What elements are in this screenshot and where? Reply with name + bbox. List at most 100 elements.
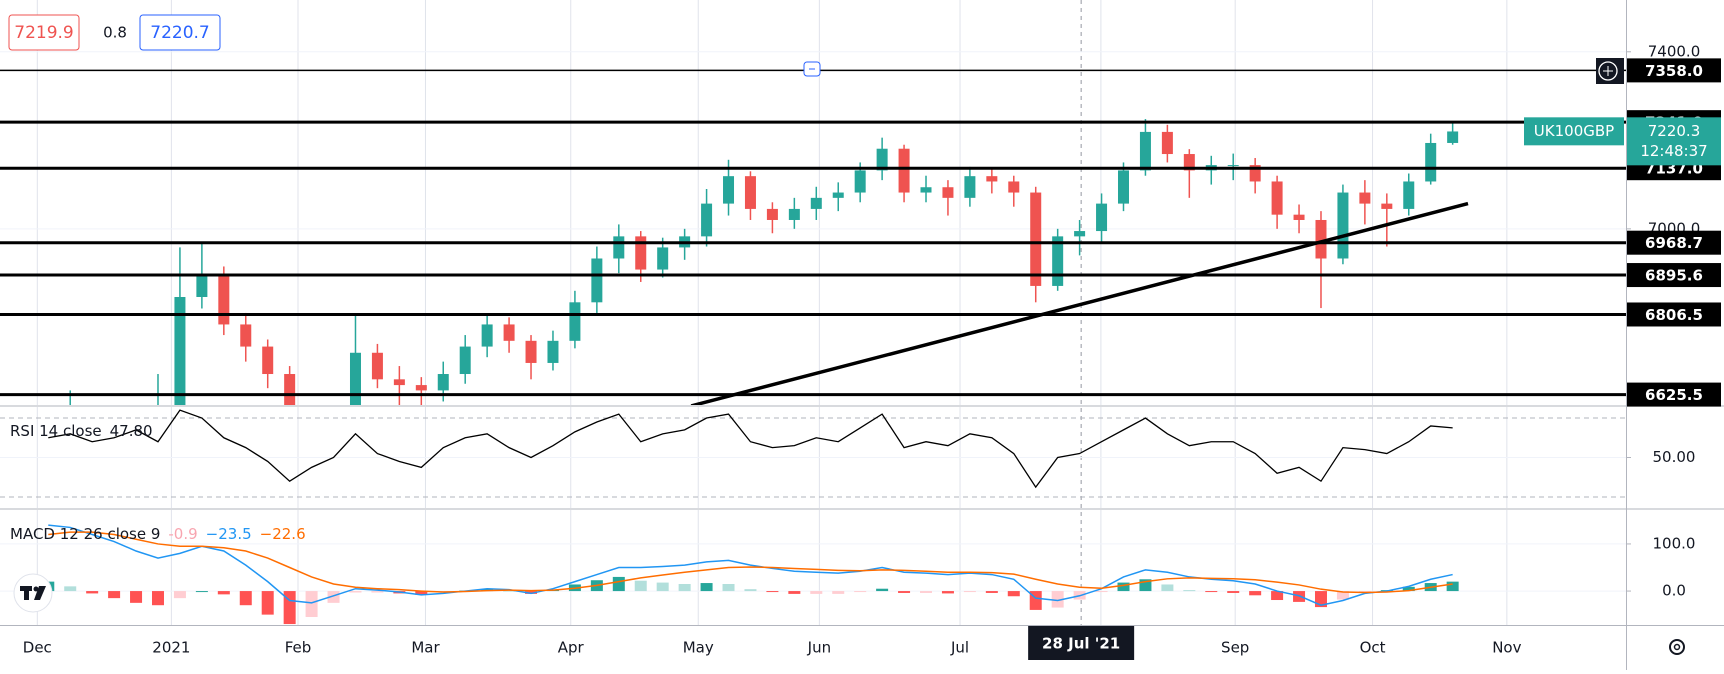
x-tick-label: Sep	[1221, 639, 1249, 657]
histogram-bar	[766, 591, 779, 593]
rsi-value: 47.80	[110, 422, 153, 440]
rsi-line	[48, 409, 1453, 489]
x-tick-label: Feb	[285, 639, 312, 657]
histogram-bar	[371, 591, 384, 593]
macd	[42, 524, 1459, 625]
line-tool-handle[interactable]	[803, 61, 821, 77]
x-tick-label: Dec	[23, 639, 52, 657]
histogram-bar	[283, 591, 296, 625]
candle-body	[1271, 181, 1283, 215]
x-tick-label: Mar	[411, 639, 440, 657]
histogram-bar	[612, 576, 625, 592]
histogram-bar	[173, 591, 186, 599]
macd-legend: MACD 12 26 close 9 -0.9 −23.5 −22.6	[10, 525, 306, 543]
macd-line	[48, 531, 1453, 594]
spread: 0.8	[103, 24, 127, 42]
histogram-bar	[503, 590, 516, 592]
candle-body	[810, 197, 822, 209]
price-box	[1627, 117, 1721, 166]
macd-line	[48, 524, 1453, 606]
candle-body	[284, 374, 296, 405]
candle-body	[415, 385, 427, 391]
histogram-bar	[261, 591, 274, 615]
candle-body	[1249, 165, 1261, 182]
histogram-bar	[349, 591, 362, 593]
candle-body	[854, 170, 866, 193]
level-label-box	[1627, 263, 1721, 288]
candle-body	[1030, 192, 1042, 286]
marks	[0, 69, 1626, 625]
candle-body	[1183, 154, 1195, 171]
histogram-bar	[832, 591, 845, 594]
symbol: UK100GBP	[1534, 122, 1614, 140]
histogram-bar	[1314, 591, 1327, 608]
candle-body	[1359, 192, 1371, 204]
candle-body	[525, 340, 537, 363]
candle-body	[898, 148, 910, 193]
level-label-box	[1627, 382, 1721, 407]
ask: 7220.7	[150, 23, 209, 43]
histogram-bar	[678, 583, 691, 592]
histogram-bar	[1402, 586, 1415, 592]
candle-body	[986, 176, 998, 182]
candle-body	[1425, 142, 1437, 182]
candle-body	[1052, 236, 1064, 286]
histogram-bar	[327, 591, 340, 603]
histogram-bar	[700, 583, 713, 592]
histogram-bar	[788, 591, 801, 594]
candle-body	[1139, 131, 1151, 171]
x-tick-label: 2021	[152, 639, 190, 657]
y-tick-label: 0.0	[1662, 582, 1686, 600]
candle-body	[723, 176, 735, 204]
candle-body	[1227, 165, 1239, 167]
level-label-box	[1627, 230, 1721, 255]
candle-body	[1403, 181, 1415, 209]
histogram-bar	[239, 591, 252, 606]
histogram-bar	[1358, 591, 1371, 593]
histogram-bar	[1446, 581, 1459, 592]
candle-body	[174, 297, 186, 405]
histogram-bar	[217, 591, 230, 595]
macd-readout: −22.6	[260, 525, 306, 543]
histogram-bar	[1271, 591, 1284, 601]
histogram-bar	[1139, 579, 1152, 592]
candle-body	[437, 374, 449, 391]
settings-icon[interactable]	[1669, 639, 1685, 655]
histogram-bar	[305, 591, 318, 617]
histogram-bar	[1336, 591, 1349, 600]
level-label-box	[1627, 58, 1721, 83]
macd-readout: −23.5	[206, 525, 252, 543]
candles	[0, 69, 1626, 405]
candle-body	[1315, 219, 1327, 259]
add-alert-icon[interactable]	[1596, 58, 1624, 84]
candle-body	[503, 324, 515, 341]
histogram-bar	[876, 588, 889, 592]
histogram-bar	[130, 591, 143, 603]
histogram-bar	[1095, 591, 1108, 593]
candle-body	[569, 302, 581, 341]
histogram-bar	[1051, 591, 1064, 608]
candle-body	[349, 352, 361, 405]
bid: 7219.9	[14, 23, 73, 43]
x-tick-label: Apr	[558, 639, 585, 657]
histogram-bar	[963, 591, 976, 593]
level-label: 6968.7	[1645, 234, 1703, 252]
candle-body	[218, 274, 230, 325]
x-tick-label: Jul	[950, 639, 969, 657]
candle-body	[766, 208, 778, 220]
level-label: 7358.0	[1645, 62, 1703, 80]
price: 7220.3	[1648, 122, 1701, 140]
histogram-bar	[1161, 584, 1174, 592]
histogram-bar	[985, 591, 998, 593]
candle-body	[920, 187, 932, 193]
macd-readout: -0.9	[168, 525, 197, 543]
y-tick-label: 100.0	[1653, 534, 1696, 552]
candle-body	[744, 176, 756, 209]
histogram-bar	[656, 582, 669, 592]
candle-body	[196, 274, 208, 297]
candle-body	[591, 258, 603, 303]
countdown: 12:48:37	[1640, 142, 1707, 160]
